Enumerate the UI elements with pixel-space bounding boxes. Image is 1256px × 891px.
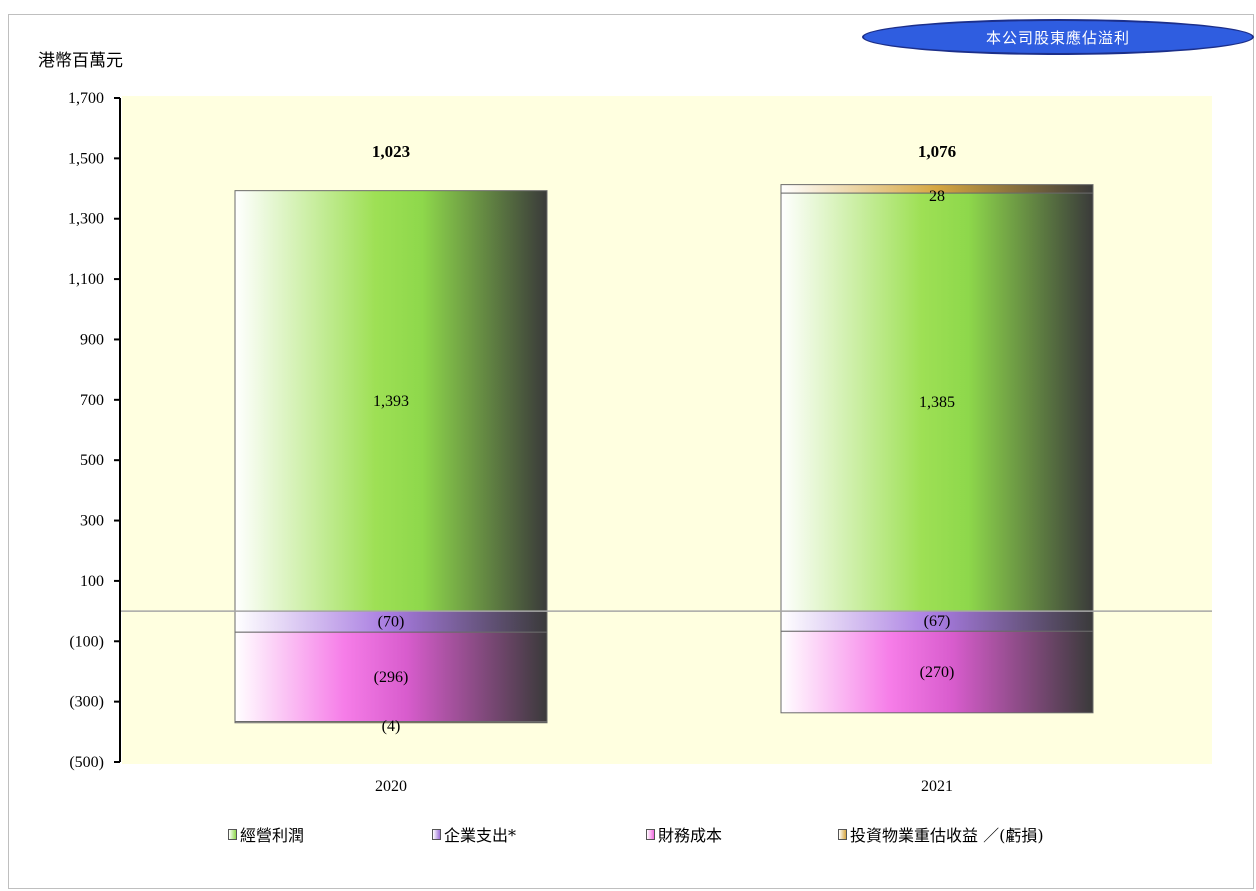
legend-swatch-finance	[646, 828, 655, 840]
legend-label: 經營利潤	[240, 826, 305, 845]
data-label-finance-costs-2020: (296)	[374, 669, 409, 686]
x-axis-categories: 2020 2021	[375, 778, 953, 795]
legend-swatch-corporate	[432, 828, 441, 840]
y-tick-label: 1,700	[68, 90, 104, 107]
total-label-2020: 1,023	[372, 142, 410, 161]
total-label-2021: 1,076	[918, 142, 956, 161]
legend: 經營利潤 企業支出* 財務成本 投資物業重估收益 ／(虧損)	[0, 822, 1256, 846]
y-tick-label: 300	[80, 513, 104, 530]
bar-segment-operating-profit-2020	[234, 190, 548, 612]
data-label-corporate-expenses-2021: (67)	[924, 613, 951, 630]
data-labels: 1,393 (70) (296) (4) 1,023 1,385 (67) (270) 28 1,…	[372, 142, 956, 735]
bar-segment-finance-costs-2020	[234, 631, 548, 723]
legend-label: 投資物業重估收益 ／(虧損)	[850, 826, 1044, 845]
legend-swatch-operating	[228, 828, 237, 840]
x-category-label: 2020	[375, 778, 407, 795]
y-tick-label: 1,100	[68, 271, 104, 288]
bar-segment-operating-profit-2021	[780, 192, 1094, 612]
legend-item-revaluation: 投資物業重估收益 ／(虧損)	[838, 822, 1044, 846]
y-tick-label: 100	[80, 573, 104, 590]
data-label-revaluation-2020: (4)	[382, 718, 401, 735]
bar-segments	[234, 184, 1094, 724]
y-tick-label: (300)	[69, 694, 104, 711]
y-tick-label: 1,300	[68, 211, 104, 228]
data-label-operating-profit-2020: 1,393	[373, 393, 409, 410]
legend-item-corporate-expenses: 企業支出*	[432, 822, 516, 846]
x-category-label: 2021	[921, 778, 953, 795]
legend-label: 財務成本	[658, 826, 723, 845]
bar-segment-finance-costs-2021	[780, 630, 1094, 714]
y-tick-label: 500	[80, 452, 104, 469]
y-tick-label: 1,500	[68, 150, 104, 167]
bar-segment-revaluation-2021	[780, 184, 1094, 194]
legend-swatch-revaluation	[838, 828, 847, 840]
y-tick-label: 700	[80, 392, 104, 409]
y-axis-unit-label: 港幣百萬元	[38, 51, 123, 71]
data-label-operating-profit-2021: 1,385	[919, 394, 955, 411]
legend-item-finance-costs: 財務成本	[646, 822, 722, 846]
y-tick-label: 900	[80, 331, 104, 348]
bar-segment-revaluation-2020	[234, 721, 548, 724]
legend-label: 企業支出*	[444, 826, 517, 845]
legend-item-operating-profit: 經營利潤	[228, 822, 304, 846]
y-tick-label: (100)	[69, 633, 104, 650]
data-label-finance-costs-2021: (270)	[920, 664, 955, 681]
y-axis-ticks: 1,700 1,500 1,300 1,100 900 700 500 300 100 (100)…	[68, 90, 120, 771]
data-label-corporate-expenses-2020: (70)	[378, 614, 405, 631]
chart-title-badge: 本公司股東應佔溢利	[862, 19, 1254, 55]
data-label-revaluation-2021: 28	[929, 188, 945, 205]
y-tick-label: (500)	[69, 754, 104, 771]
